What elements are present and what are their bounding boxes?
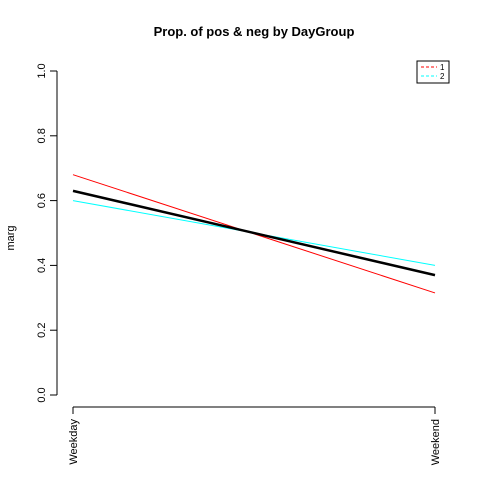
y-tick-label: 1.0 [36, 63, 48, 78]
y-tick-label: 0.0 [36, 387, 48, 402]
y-tick-label: 0.6 [36, 193, 48, 208]
y-tick-label: 0.4 [36, 258, 48, 273]
y-tick-label: 0.8 [36, 128, 48, 143]
x-tick-label: Weekday [68, 419, 80, 465]
series-line-overall [72, 189, 436, 277]
y-axis-label: marg [5, 225, 17, 250]
legend-box [416, 60, 450, 84]
y-axis: 0.0 0.2 0.4 0.6 0.8 1.0 [36, 63, 58, 403]
y-tick-label: 0.2 [36, 323, 48, 338]
legend-label-1: 1 [440, 63, 445, 72]
series-group [72, 174, 436, 294]
x-tick-label: Weekend [430, 419, 442, 465]
x-axis: Weekday Weekend [68, 406, 442, 465]
legend-label-2: 2 [440, 72, 445, 81]
chart-title: Prop. of pos & neg by DayGroup [154, 24, 355, 39]
legend: 12 [416, 60, 450, 84]
